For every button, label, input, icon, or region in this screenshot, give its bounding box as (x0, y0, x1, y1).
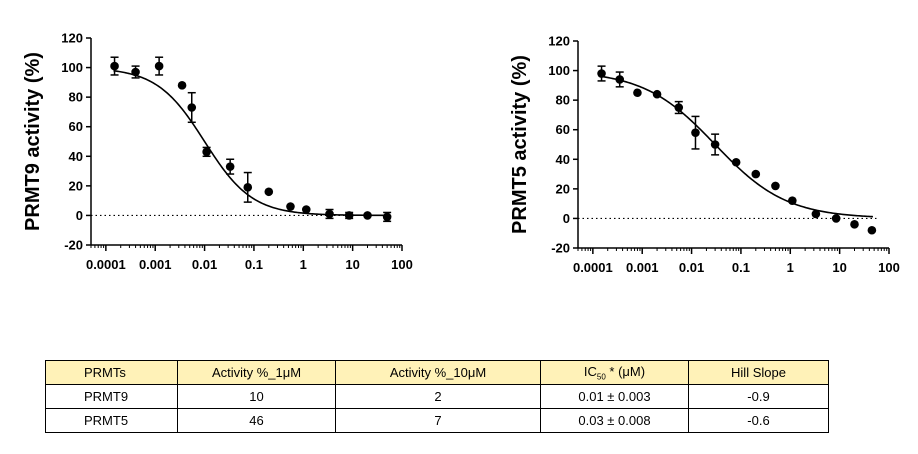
x-tick-label: 10 (832, 260, 846, 275)
data-point (264, 187, 274, 197)
y-tick-label: 80 (69, 90, 83, 105)
data-point (363, 211, 372, 220)
cell-hill-slope: -0.6 (688, 408, 829, 433)
x-tick-label: 0.01 (192, 257, 217, 272)
chart-2: 120 100 80 60 40 20 0 -200.0001 0.001 0.01 0.1 1 10 1… (509, 34, 900, 276)
header-hill-slope: Hill Slope (688, 360, 829, 385)
y-tick-label: -20 (64, 238, 83, 253)
data-point (243, 183, 253, 192)
data-point (731, 157, 741, 167)
data-point (154, 61, 164, 71)
header-activity-10um: Activity %_10μM (335, 360, 541, 385)
cell-activity-1um: 46 (177, 408, 336, 433)
data-point (652, 89, 662, 99)
cell-name: PRMT9 (45, 384, 178, 409)
x-tick-label: 0.0001 (573, 260, 613, 275)
data-point (850, 220, 859, 229)
summary-table: PRMTs Activity %_1μM Activity %_10μM IC5… (45, 360, 829, 433)
y-tick-label: 20 (69, 178, 83, 193)
data-point (177, 81, 187, 90)
data-point (110, 61, 119, 71)
y-tick-label: 120 (548, 34, 570, 49)
x-tick-label: 100 (391, 257, 413, 272)
data-point (597, 69, 606, 78)
cell-ic50: 0.03 ± 0.008 (540, 408, 689, 433)
data-point (710, 140, 720, 149)
x-tick-label: 0.01 (679, 260, 704, 275)
data-point (382, 212, 392, 222)
cell-activity-10um: 7 (335, 408, 541, 433)
y-tick-label: 0 (563, 211, 570, 226)
header-ic50: IC50 * (μM) (540, 360, 689, 385)
data-point (325, 209, 334, 219)
y-axis-label: PRMT9 activity (%) (22, 52, 44, 231)
y-tick-label: -20 (551, 241, 570, 256)
x-tick-label: 10 (345, 257, 359, 272)
data-point (131, 67, 140, 77)
x-tick-label: 0.001 (139, 257, 172, 272)
cell-activity-10um: 2 (335, 384, 541, 409)
table-row: PRMT9 10 2 0.01 ± 0.003 -0.9 (45, 384, 829, 409)
data-point (831, 214, 841, 223)
table-row: PRMT5 46 7 0.03 ± 0.008 -0.6 (45, 408, 829, 433)
fit-curve (113, 69, 389, 217)
x-tick-label: 1 (300, 257, 307, 272)
cell-hill-slope: -0.9 (688, 384, 829, 409)
cell-ic50: 0.01 ± 0.003 (540, 384, 689, 409)
fit-curve (600, 75, 873, 218)
ic50-unit: * (μM) (605, 363, 646, 379)
data-point (344, 211, 354, 220)
data-point (674, 103, 684, 112)
y-tick-label: 100 (548, 63, 570, 78)
data-point (788, 196, 797, 205)
data-point (202, 147, 211, 157)
data-point (225, 162, 235, 171)
y-tick-label: 120 (61, 31, 83, 46)
data-point (867, 225, 877, 235)
y-tick-label: 100 (61, 60, 83, 75)
y-tick-label: 40 (69, 149, 83, 164)
data-point (633, 88, 642, 98)
data-point (771, 181, 780, 191)
cell-name: PRMT5 (45, 408, 178, 433)
ic50-subscript: 50 (596, 372, 606, 382)
header-prmts: PRMTs (45, 360, 178, 385)
data-point (691, 128, 700, 137)
x-tick-label: 100 (878, 260, 900, 275)
y-tick-label: 60 (69, 119, 83, 134)
header-activity-1um: Activity %_1μM (177, 360, 336, 385)
data-point (615, 75, 625, 84)
table-header-row: PRMTs Activity %_1μM Activity %_10μM IC5… (45, 360, 829, 385)
y-tick-label: 0 (76, 208, 83, 223)
y-tick-label: 80 (556, 93, 570, 108)
y-tick-label: 40 (556, 152, 570, 167)
y-axis-label: PRMT5 activity (%) (509, 55, 531, 234)
ic50-label: IC (583, 363, 597, 379)
x-tick-label: 0.1 (732, 260, 750, 275)
data-point (286, 202, 295, 211)
data-point (187, 103, 197, 112)
data-point (811, 209, 821, 219)
cell-activity-1um: 10 (177, 384, 336, 409)
x-tick-label: 0.0001 (86, 257, 126, 272)
data-point (301, 205, 311, 214)
y-tick-label: 20 (556, 181, 570, 196)
x-tick-label: 1 (787, 260, 794, 275)
chart-1: 120 100 80 60 40 20 0 -200.0001 0.001 0.01 0.1 1 10 1… (22, 31, 413, 273)
x-tick-label: 0.1 (245, 257, 263, 272)
x-tick-label: 0.001 (626, 260, 659, 275)
y-tick-label: 60 (556, 122, 570, 137)
data-point (751, 169, 761, 179)
